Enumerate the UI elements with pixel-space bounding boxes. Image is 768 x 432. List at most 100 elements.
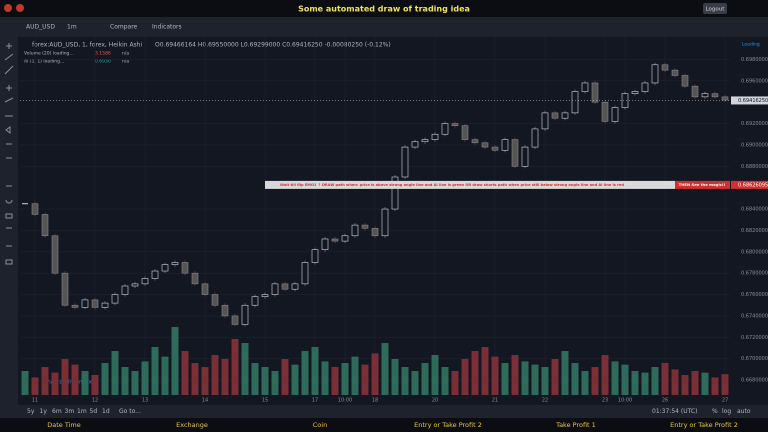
volume-bar	[271, 371, 279, 395]
candle	[391, 176, 399, 210]
x-tick-label: 10:00	[338, 398, 352, 404]
candle	[211, 294, 219, 306]
volume-bar	[351, 356, 359, 395]
volume-bar	[641, 372, 649, 395]
candle	[251, 296, 259, 306]
candle	[571, 91, 579, 114]
icon[interactable]	[16, 4, 24, 12]
plot	[20, 37, 730, 395]
volume-bar	[621, 364, 629, 395]
volume-bar	[711, 377, 719, 395]
candle	[271, 283, 279, 295]
volume-bar	[601, 355, 609, 395]
candle	[631, 91, 639, 94]
candle	[651, 64, 659, 84]
watermark[interactable]: Chart by TradingView	[44, 380, 97, 386]
volume-bar	[71, 364, 79, 395]
volume-bar	[461, 359, 469, 395]
x-tick-label: 18	[372, 398, 378, 404]
candle	[171, 262, 179, 265]
legend-na: n/a	[122, 59, 129, 65]
candle	[721, 96, 729, 101]
volume-bar	[681, 375, 689, 395]
candle	[641, 82, 649, 92]
x-tick-label: 12	[92, 398, 98, 404]
last-price-box	[731, 96, 768, 105]
legend-ai: AI (1, 1) loading...	[24, 59, 64, 65]
range-button[interactable]: 5y	[27, 408, 35, 415]
x-tick-label: 15	[262, 398, 268, 404]
volume-bar	[571, 363, 579, 395]
volume-bar	[21, 371, 29, 395]
volume-bar	[431, 355, 439, 395]
candle	[541, 112, 549, 130]
candle	[231, 315, 239, 325]
candle	[461, 125, 469, 140]
volume-bar	[231, 339, 239, 395]
volume-bar	[511, 355, 519, 395]
last-price-label: 0.69416250	[738, 98, 768, 104]
volume-bar	[391, 359, 399, 395]
volume-bar	[91, 375, 99, 395]
x-tick-label: 10:00	[618, 398, 632, 404]
footer	[0, 418, 768, 432]
interval[interactable]: 1m	[67, 24, 77, 31]
page-title: Some automated draw of trading idea	[298, 5, 470, 14]
logout-button[interactable]	[703, 3, 727, 14]
candle	[361, 224, 369, 229]
volume-bar	[251, 363, 259, 395]
candle	[421, 139, 429, 143]
indicators[interactable]: Indicators	[152, 24, 182, 31]
volume-bar	[161, 356, 169, 395]
volume-bar	[481, 347, 489, 395]
candle	[151, 270, 159, 279]
candle	[591, 82, 599, 103]
range-button[interactable]: 1m	[77, 408, 87, 415]
range-button[interactable]: 6m	[52, 408, 62, 415]
compare[interactable]: Compare	[110, 24, 138, 31]
alert-price-label: 0.68626095	[738, 182, 768, 188]
volume-bar	[541, 367, 549, 395]
volume-bar	[121, 367, 129, 395]
legend-volume: Volume (20) loading...	[24, 51, 74, 57]
volume-bar	[531, 364, 539, 395]
volume-bar	[221, 359, 229, 395]
candle	[601, 101, 609, 122]
x-tick-label: 17	[312, 398, 318, 404]
candle	[71, 304, 79, 308]
volume-bar	[651, 367, 659, 395]
volume-bar	[321, 361, 329, 395]
toolbar	[0, 17, 768, 37]
candle	[351, 224, 359, 237]
icon[interactable]	[4, 4, 12, 12]
range-button[interactable]: 1y	[40, 408, 48, 415]
tool-icons[interactable]	[4, 43, 14, 265]
candle	[51, 235, 59, 274]
x-tick-label: 11	[32, 398, 38, 404]
candle	[221, 304, 229, 317]
symbol[interactable]: AUD_USD	[26, 24, 55, 31]
volume-bar	[201, 367, 209, 395]
range-button[interactable]: 5d	[90, 408, 98, 415]
volume-bar	[311, 347, 319, 395]
range-button[interactable]: 3m	[65, 408, 75, 415]
logout-label[interactable]: Logout	[706, 7, 726, 13]
volume-bar	[81, 371, 89, 395]
volume-bar	[341, 363, 349, 395]
range-button[interactable]: 1d	[102, 408, 110, 415]
candle	[371, 227, 379, 237]
candle	[401, 146, 409, 178]
volume-bar	[491, 356, 499, 395]
candle	[561, 112, 569, 119]
loading: Loading	[742, 42, 760, 48]
top-bar	[0, 0, 768, 17]
candle	[491, 146, 499, 151]
